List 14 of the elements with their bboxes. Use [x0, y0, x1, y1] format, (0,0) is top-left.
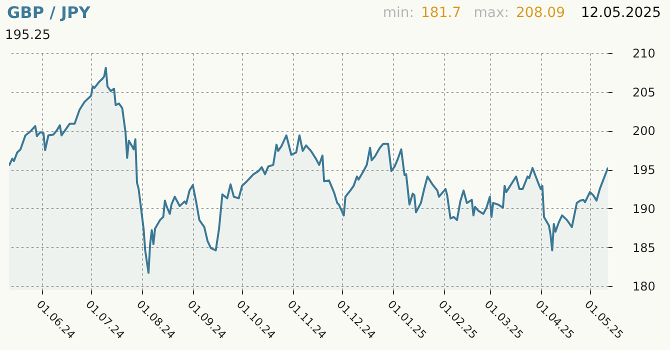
text: min: — [382, 5, 414, 21]
text: 181.7 — [421, 5, 462, 21]
text: 195.25 — [5, 28, 50, 43]
y-tick-label: 210 — [632, 46, 656, 60]
y-tick-label: 185 — [632, 240, 656, 255]
y-tick-label: 200 — [632, 124, 656, 138]
y-tick-label: 205 — [632, 85, 656, 100]
y-tick-label: 180 — [632, 280, 656, 294]
text: 208.09 — [516, 5, 565, 21]
chart-title: GBP / JPY — [7, 3, 91, 22]
text: max: — [474, 5, 509, 21]
text: 12.05.2025 — [580, 5, 661, 21]
y-tick-label: 195 — [632, 163, 656, 178]
y-tick-label: 190 — [632, 202, 656, 216]
